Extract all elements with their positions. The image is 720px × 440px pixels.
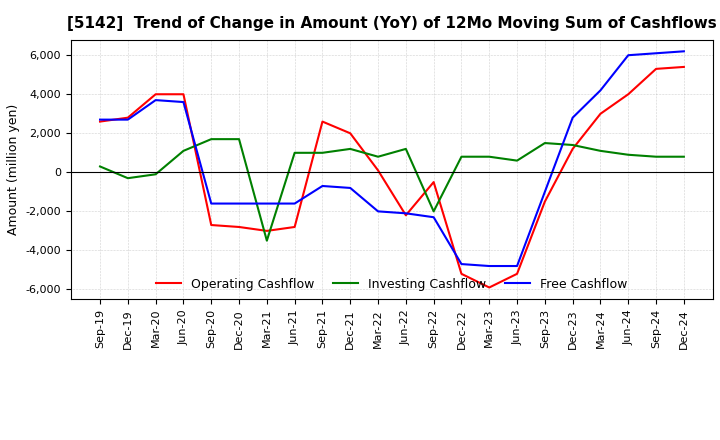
Operating Cashflow (207, 222, 215, 227)
Operating Cashflow (568, 146, 577, 151)
Investing Cashflow (652, 154, 660, 159)
Investing Cashflow (263, 238, 271, 243)
Operating Cashflow (96, 119, 104, 124)
Operating Cashflow (624, 92, 633, 97)
Investing Cashflow (235, 136, 243, 142)
Investing Cashflow (624, 152, 633, 158)
Operating Cashflow (596, 111, 605, 117)
Line: Investing Cashflow: Investing Cashflow (100, 139, 684, 241)
Investing Cashflow (290, 150, 299, 155)
Investing Cashflow (374, 154, 382, 159)
Operating Cashflow (235, 224, 243, 230)
Free Cashflow (235, 201, 243, 206)
Operating Cashflow (402, 213, 410, 218)
Investing Cashflow (485, 154, 494, 159)
Free Cashflow (429, 215, 438, 220)
Free Cashflow (318, 183, 327, 189)
Investing Cashflow (402, 146, 410, 151)
Investing Cashflow (96, 164, 104, 169)
Operating Cashflow (318, 119, 327, 124)
Free Cashflow (263, 201, 271, 206)
Operating Cashflow (290, 224, 299, 230)
Operating Cashflow (652, 66, 660, 72)
Investing Cashflow (513, 158, 521, 163)
Free Cashflow (179, 99, 188, 105)
Free Cashflow (457, 261, 466, 267)
Free Cashflow (541, 189, 549, 194)
Operating Cashflow (680, 64, 688, 70)
Operating Cashflow (374, 168, 382, 173)
Operating Cashflow (429, 180, 438, 185)
Free Cashflow (652, 51, 660, 56)
Free Cashflow (207, 201, 215, 206)
Investing Cashflow (179, 148, 188, 154)
Investing Cashflow (207, 136, 215, 142)
Free Cashflow (568, 115, 577, 120)
Investing Cashflow (429, 209, 438, 214)
Investing Cashflow (596, 148, 605, 154)
Operating Cashflow (124, 115, 132, 120)
Free Cashflow (96, 117, 104, 122)
Operating Cashflow (346, 131, 354, 136)
Y-axis label: Amount (million yen): Amount (million yen) (7, 104, 20, 235)
Operating Cashflow (151, 92, 160, 97)
Operating Cashflow (263, 228, 271, 234)
Free Cashflow (346, 185, 354, 191)
Free Cashflow (596, 88, 605, 93)
Investing Cashflow (151, 172, 160, 177)
Operating Cashflow (541, 199, 549, 204)
Free Cashflow (513, 264, 521, 269)
Free Cashflow (485, 264, 494, 269)
Line: Operating Cashflow: Operating Cashflow (100, 67, 684, 287)
Free Cashflow (151, 98, 160, 103)
Legend: Operating Cashflow, Investing Cashflow, Free Cashflow: Operating Cashflow, Investing Cashflow, … (151, 272, 633, 296)
Operating Cashflow (457, 271, 466, 276)
Free Cashflow (290, 201, 299, 206)
Free Cashflow (680, 49, 688, 54)
Operating Cashflow (513, 271, 521, 276)
Operating Cashflow (485, 285, 494, 290)
Free Cashflow (124, 117, 132, 122)
Free Cashflow (624, 52, 633, 58)
Free Cashflow (374, 209, 382, 214)
Investing Cashflow (568, 143, 577, 148)
Line: Free Cashflow: Free Cashflow (100, 51, 684, 266)
Investing Cashflow (346, 146, 354, 151)
Investing Cashflow (318, 150, 327, 155)
Title: [5142]  Trend of Change in Amount (YoY) of 12Mo Moving Sum of Cashflows: [5142] Trend of Change in Amount (YoY) o… (67, 16, 717, 32)
Investing Cashflow (124, 176, 132, 181)
Investing Cashflow (541, 140, 549, 146)
Investing Cashflow (680, 154, 688, 159)
Free Cashflow (402, 211, 410, 216)
Operating Cashflow (179, 92, 188, 97)
Investing Cashflow (457, 154, 466, 159)
